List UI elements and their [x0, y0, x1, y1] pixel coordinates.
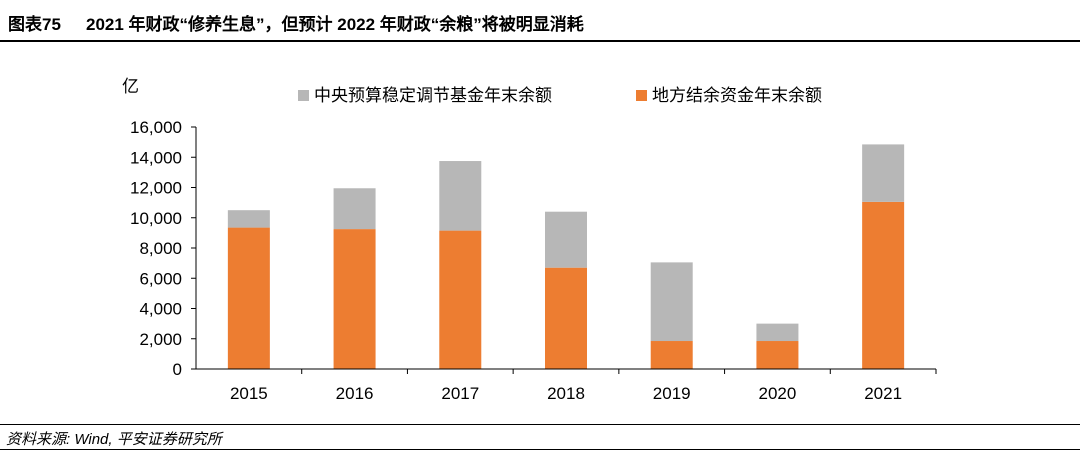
y-tick-label: 14,000: [130, 148, 182, 167]
y-tick-label: 4,000: [139, 300, 182, 319]
y-tick-label: 2,000: [139, 330, 182, 349]
bar-central-2018: [545, 211, 587, 268]
legend-swatch-central: [298, 90, 309, 101]
bar-local-2016: [333, 229, 376, 369]
x-tick-label: 2019: [653, 384, 691, 403]
y-tick-label: 6,000: [139, 269, 182, 288]
bar-central-2015: [227, 210, 270, 228]
y-tick-label: 12,000: [130, 179, 182, 198]
bars: [227, 144, 905, 369]
bar-local-2020: [756, 341, 799, 369]
legend: 中央预算稳定调节基金年末余额 地方结余资金年末余额: [298, 86, 822, 105]
y-tick-label: 8,000: [139, 239, 182, 258]
y-tick-label: 0: [173, 360, 182, 379]
x-tick-label: 2021: [864, 384, 902, 403]
x-tick-label: 2018: [547, 384, 585, 403]
y-tick-label: 10,000: [130, 209, 182, 228]
x-tick-label: 2015: [230, 384, 268, 403]
x-tick-label: 2017: [441, 384, 479, 403]
bar-local-2019: [650, 341, 693, 369]
bar-local-2018: [545, 267, 587, 369]
figure-label: 图表75: [8, 15, 61, 34]
bar-central-2017: [439, 161, 482, 231]
y-unit-label: 亿: [122, 77, 139, 96]
x-tick-label: 2016: [336, 384, 374, 403]
bar-local-2017: [439, 230, 482, 369]
bar-local-2015: [227, 227, 270, 369]
x-tick-label: 2020: [759, 384, 797, 403]
title-bar: 图表75 2021 年财政“修养生息”，但预计 2022 年财政“余粮”将被明显…: [0, 0, 1080, 42]
legend-label-local: 地方结余资金年末余额: [652, 86, 822, 105]
bar-central-2019: [650, 262, 693, 342]
y-tick-label: 16,000: [130, 118, 182, 137]
x-axis: 2015 2016 2017 2018 2019 2020 2021: [196, 368, 937, 403]
bar-local-2021: [862, 201, 905, 369]
bar-central-2020: [756, 323, 799, 342]
source-note: 资料来源: Wind, 平安证券研究所: [6, 431, 222, 448]
bar-central-2021: [862, 144, 905, 202]
legend-label-central: 中央预算稳定调节基金年末余额: [314, 86, 552, 105]
source-bar: 资料来源: Wind, 平安证券研究所: [0, 424, 1080, 450]
stacked-bar-chart: 中央预算稳定调节基金年末余额 地方结余资金年末余额 亿 0 2,000 4,000 6,…: [122, 77, 937, 403]
y-axis: 0 2,000 4,000 6,000 8,000 10,000 12,000 14,000 1…: [130, 118, 197, 379]
legend-swatch-local: [636, 90, 647, 101]
figure-title: 2021 年财政“修养生息”，但预计 2022 年财政“余粮”将被明显消耗: [86, 15, 584, 34]
bar-central-2016: [333, 188, 376, 230]
